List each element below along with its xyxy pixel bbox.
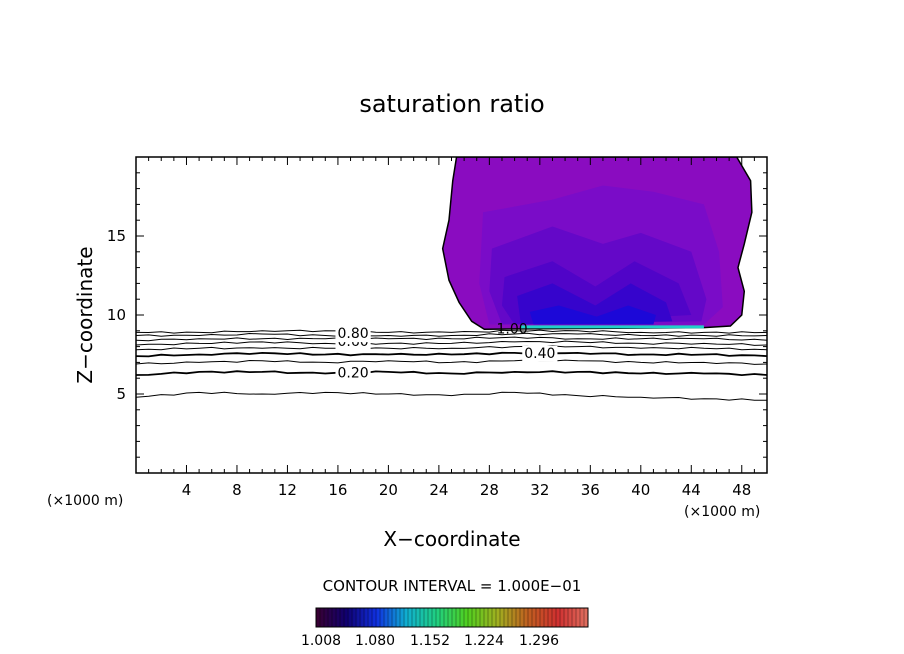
contour-label: 0.40: [524, 346, 555, 362]
contour-label-bg: [335, 365, 371, 382]
y-tick-label: 5: [116, 385, 126, 403]
colorbar-stripes: [319, 608, 585, 627]
colorbar-label: 1.224: [464, 633, 504, 649]
x-tick-label: 44: [682, 481, 701, 499]
contour-line: [136, 329, 767, 334]
y-tick-label: 10: [107, 306, 126, 324]
x-axis-label: X−coordinate: [383, 527, 520, 551]
contour-label: 1.00: [496, 321, 527, 337]
contour-label: 0.20: [337, 366, 368, 382]
colorbar-label: 1.152: [410, 633, 450, 649]
contour-line: [136, 359, 767, 365]
contour-line: [136, 351, 767, 358]
y-tick-label: 15: [107, 227, 126, 245]
contour-line: [136, 370, 767, 377]
colorbar-label: 1.080: [355, 633, 395, 649]
x-tick-label: 48: [732, 481, 751, 499]
colorbar: 1.008 1.080 1.152 1.224 1.296: [301, 607, 589, 649]
colorbar-labels: 1.008 1.080 1.152 1.224 1.296: [301, 633, 559, 649]
contour-line: [136, 340, 767, 346]
x-tick-label: 24: [429, 481, 448, 499]
x-tick-label: 4: [182, 481, 192, 499]
contour-line: [136, 345, 767, 351]
x-tick-label: 28: [480, 481, 499, 499]
contour-line: [136, 391, 767, 401]
x-tick-label: 8: [232, 481, 242, 499]
x-tick-label: 12: [278, 481, 297, 499]
plot-area: 0.200.400.600.801.00: [136, 157, 767, 401]
x-unit-left: (×1000 m): [47, 493, 123, 509]
x-tick-label: 16: [328, 481, 347, 499]
contour-interval: CONTOUR INTERVAL = 1.000E−01: [323, 577, 582, 595]
colorbar-label: 1.008: [301, 633, 341, 649]
chart-title: saturation ratio: [359, 90, 544, 118]
x-unit-right: (×1000 m): [684, 504, 760, 520]
x-tick-label: 40: [631, 481, 650, 499]
cloud-shade-4: [529, 305, 656, 325]
contour-line: [136, 336, 767, 342]
colorbar-label: 1.296: [519, 633, 559, 649]
x-tick-label: 36: [581, 481, 600, 499]
y-axis-label: Z−coordinate: [73, 246, 97, 383]
x-tick-label: 20: [379, 481, 398, 499]
contour-label-bg: [335, 326, 371, 343]
x-tick-label: 32: [530, 481, 549, 499]
contour-label: 0.80: [337, 326, 368, 342]
contour-line: [136, 332, 767, 337]
contour-label-bg: [522, 345, 558, 362]
